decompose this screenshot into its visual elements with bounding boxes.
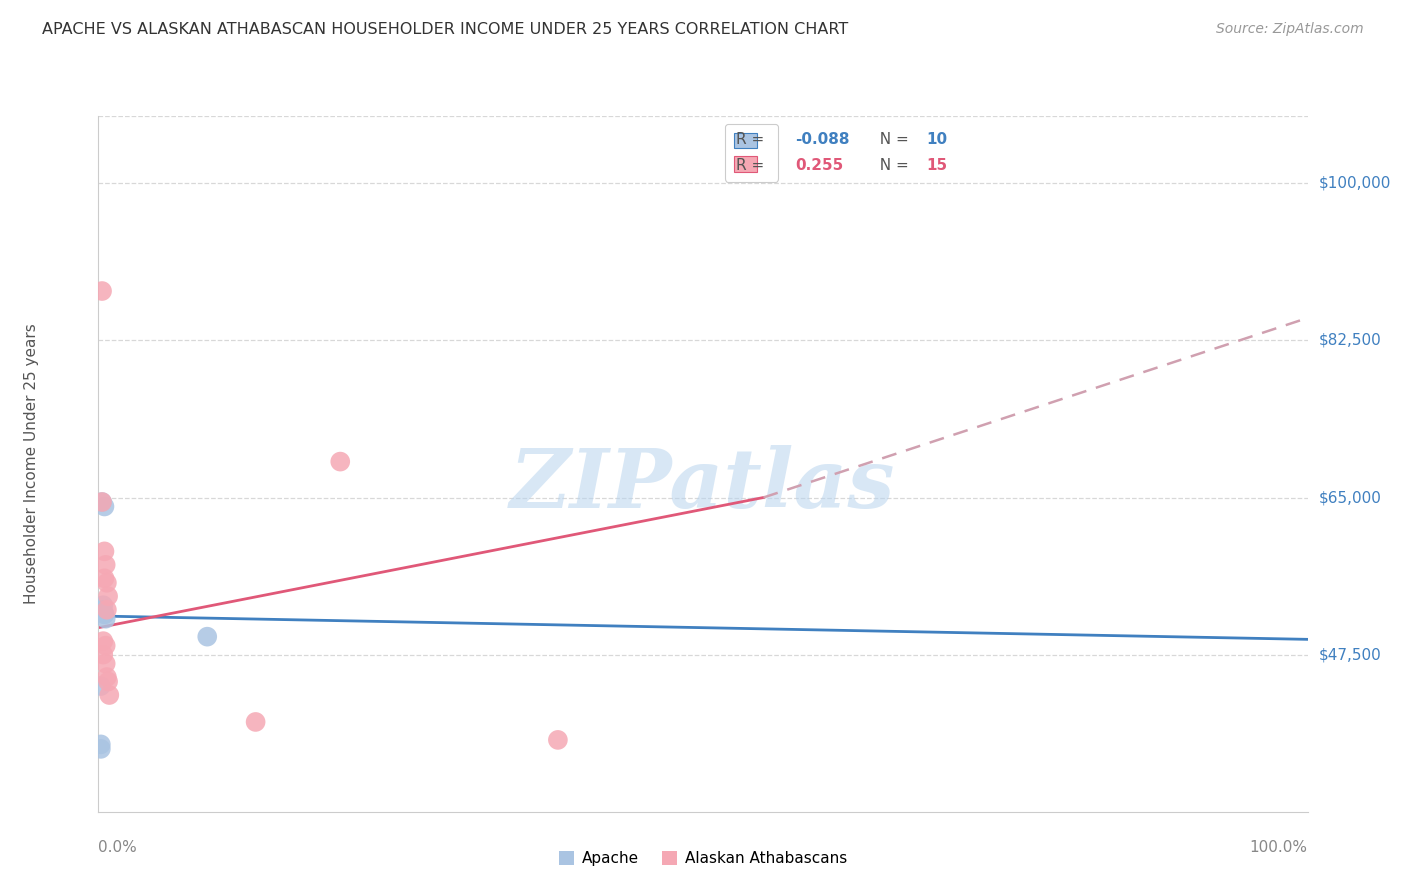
Text: R =: R = [737,158,775,173]
Text: 0.0%: 0.0% [98,839,138,855]
Point [329,454,352,468]
Text: 0.255: 0.255 [796,158,844,173]
Point [91,634,114,648]
Text: Householder Income Under 25 years: Householder Income Under 25 years [24,324,39,604]
Text: ZIPatlas: ZIPatlas [510,445,896,524]
Point [96,603,118,617]
Point [96,575,118,590]
Text: APACHE VS ALASKAN ATHABASCAN HOUSEHOLDER INCOME UNDER 25 YEARS CORRELATION CHART: APACHE VS ALASKAN ATHABASCAN HOUSEHOLDER… [42,22,848,37]
Point [547,732,569,747]
Point [93,607,115,622]
Point [94,612,117,626]
Point [97,674,120,689]
Text: $82,500: $82,500 [1319,333,1382,348]
Text: $47,500: $47,500 [1319,647,1382,662]
Legend: Apache, Alaskan Athabascans: Apache, Alaskan Athabascans [551,843,855,873]
Text: R =: R = [737,132,769,147]
Text: N =: N = [870,158,914,173]
Point [93,500,115,514]
Text: 100.0%: 100.0% [1250,839,1308,855]
Text: 10: 10 [927,132,948,147]
Point [93,607,115,622]
Point [94,558,117,572]
Point [94,639,117,653]
Point [94,657,117,671]
Point [91,495,114,509]
Point [90,679,112,693]
Text: N =: N = [870,132,914,147]
Point [98,688,121,702]
Point [93,544,115,558]
Text: -0.088: -0.088 [796,132,851,147]
Text: $65,000: $65,000 [1319,490,1382,505]
Point [97,589,120,603]
Point [91,284,114,298]
Point [195,630,218,644]
Text: 15: 15 [927,158,948,173]
Point [91,648,114,662]
Point [96,670,118,684]
Text: Source: ZipAtlas.com: Source: ZipAtlas.com [1216,22,1364,37]
Point [91,599,114,613]
Point [90,738,112,752]
Point [90,742,112,756]
Point [91,495,114,509]
Point [93,571,115,585]
Point [91,603,114,617]
Point [245,714,267,729]
Text: $100,000: $100,000 [1319,176,1391,191]
